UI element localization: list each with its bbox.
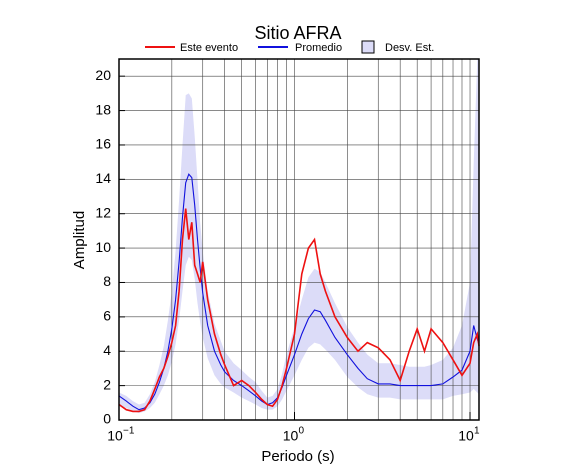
- y-tick-label: 4: [103, 342, 111, 358]
- y-tick-label: 16: [95, 136, 111, 152]
- series-line: [118, 208, 480, 413]
- y-tick-label: 6: [103, 308, 111, 324]
- x-tick-base: 10: [283, 428, 299, 444]
- std-band: [119, 59, 479, 414]
- x-tick-exponent: 0: [299, 426, 305, 437]
- y-tick-label: 2: [103, 376, 111, 392]
- x-tick-label: 10 −1: [107, 426, 135, 444]
- x-tick-exponent: −1: [123, 426, 135, 437]
- y-tick-label: 20: [95, 67, 111, 83]
- y-tick-label: 8: [103, 273, 111, 289]
- plot-frame: [118, 58, 480, 421]
- y-tick-label: 18: [95, 101, 111, 117]
- legend-swatch: [361, 40, 375, 54]
- series-line: [118, 173, 480, 411]
- x-tick-label: 10 0: [283, 426, 305, 444]
- legend-label: Desv. Est.: [385, 42, 434, 54]
- chart-title: Sitio AFRA: [254, 23, 341, 43]
- legend-label: Este evento: [180, 42, 238, 54]
- x-tick-exponent: 1: [474, 426, 480, 437]
- y-tick-label: 0: [103, 411, 111, 427]
- x-tick-label: 10 1: [458, 426, 480, 444]
- legend-label: Promedio: [295, 42, 342, 54]
- y-tick-label: 12: [95, 204, 111, 220]
- y-axis-label: Amplitud: [71, 211, 88, 269]
- x-tick-base: 10: [458, 428, 474, 444]
- y-tick-label: 10: [95, 239, 111, 255]
- x-axis-label: Periodo (s): [261, 448, 334, 465]
- x-tick-base: 10: [107, 428, 123, 444]
- y-tick-label: 14: [95, 170, 111, 186]
